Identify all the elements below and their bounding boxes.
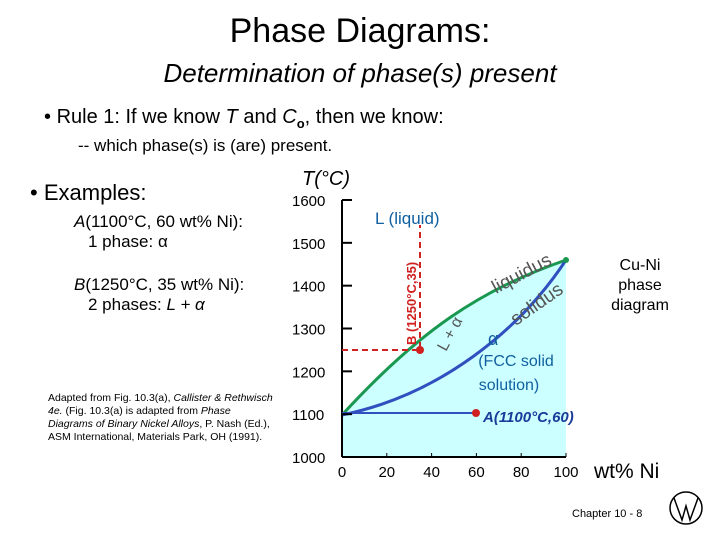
y-tick-label: 1300 xyxy=(292,322,325,339)
system-label: diagram xyxy=(611,297,669,314)
x-tick-label: 40 xyxy=(423,464,440,481)
x-tick-label: 60 xyxy=(468,464,485,481)
alpha-desc: solution) xyxy=(479,377,539,394)
system-label: Cu-Ni xyxy=(620,257,661,274)
text: (1100°C, 60 wt% Ni): xyxy=(85,212,243,231)
y-tick-label: 1600 xyxy=(292,193,325,210)
text: A xyxy=(74,212,86,231)
example-b: B(1250°C, 35 wt% Ni): 2 phases: L + α xyxy=(74,275,244,315)
alpha-desc: (FCC solid xyxy=(478,353,554,370)
text: and xyxy=(237,106,283,128)
text: B xyxy=(74,275,86,294)
text: C xyxy=(282,106,297,128)
x-tick-label: 100 xyxy=(553,464,578,481)
text: Examples: xyxy=(43,180,147,205)
point-a-label: A(1100°C,60) xyxy=(482,409,574,426)
text: 2 phases: xyxy=(88,295,167,314)
rule: • Rule 1: If we know T and Co, then we k… xyxy=(44,106,444,131)
y-tick-label: 1200 xyxy=(292,364,325,381)
text: Phase Diagrams of Binary Nickel Alloys xyxy=(48,405,231,430)
text: 8 xyxy=(636,508,643,520)
text: T xyxy=(225,106,238,128)
point-b-line xyxy=(342,225,421,351)
text: , P. Nash (Ed.), ASM International, Mate… xyxy=(48,418,270,443)
bullet: • xyxy=(30,180,38,205)
text: Adapted from Fig. 10.3(a), xyxy=(48,392,174,404)
text: L + α xyxy=(166,295,205,314)
y-tick-label: 1500 xyxy=(292,236,325,253)
y-tick-label: 1400 xyxy=(292,279,325,296)
examples-label: • Examples: xyxy=(30,180,147,206)
point-a xyxy=(472,409,480,417)
x-label: wt% Ni xyxy=(593,460,659,483)
subtitle: Determination of phase(s) present xyxy=(163,58,557,88)
text: , then we know: xyxy=(304,106,444,128)
text: (Fig. 10.3(a) is adapted from xyxy=(62,405,201,417)
liquid-label: L (liquid) xyxy=(375,209,440,228)
x-tick-label: 20 xyxy=(378,464,395,481)
text: (1250°C, 35 wt% Ni): xyxy=(85,275,245,294)
example-a: A(1100°C, 60 wt% Ni): 1 phase: α xyxy=(74,212,243,252)
melting-point xyxy=(563,257,569,263)
text: 1 phase: α xyxy=(88,232,168,251)
x-tick-label: 80 xyxy=(513,464,530,481)
citation: Adapted from Fig. 10.3(a), Callister & R… xyxy=(48,392,273,444)
text: o xyxy=(296,116,305,131)
text: Chapter 10 - xyxy=(572,508,637,520)
x-tick-label: 0 xyxy=(338,464,346,481)
text: Callister & Rethwisch 4e. xyxy=(48,392,273,417)
y-tick-label: 1000 xyxy=(292,450,325,467)
logo xyxy=(669,491,703,525)
footer: Chapter 10 - 8 xyxy=(572,508,642,520)
rule-sub: -- which phase(s) is (are) present. xyxy=(78,136,333,155)
system-label: phase xyxy=(618,277,662,294)
solid-region xyxy=(342,260,566,457)
title: Phase Diagrams: xyxy=(229,12,491,50)
point-b xyxy=(416,346,424,354)
y-label: T(°C) xyxy=(302,168,350,190)
liquidus-line xyxy=(340,258,567,417)
point-b-label: B (1250°C,35) xyxy=(404,262,419,345)
solidus-line xyxy=(341,259,568,417)
bullet: • xyxy=(44,106,52,128)
text: Rule 1: If we know xyxy=(56,106,226,128)
alpha-label: α xyxy=(488,329,498,349)
y-tick-label: 1100 xyxy=(292,407,324,424)
